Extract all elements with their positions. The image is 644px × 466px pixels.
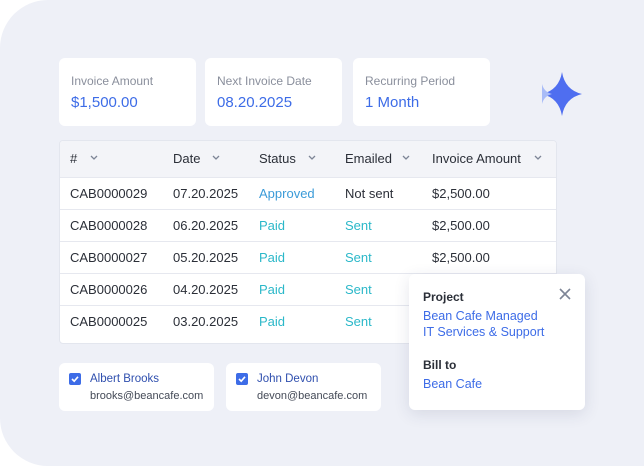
- popup-label: Bill to: [423, 358, 457, 372]
- sort-icon[interactable]: [534, 155, 542, 161]
- checkbox[interactable]: [236, 373, 248, 385]
- invoice-id: CAB0000029: [70, 186, 148, 201]
- status: Paid: [259, 282, 286, 297]
- date: 06.20.2025: [173, 218, 239, 233]
- stat-card: Recurring Period 1 Month: [353, 58, 490, 126]
- column-header[interactable]: Emailed: [345, 151, 392, 166]
- header-row: # Date Status Emailed Invoice Amount: [60, 141, 556, 177]
- invoice-id: CAB0000028: [70, 218, 148, 233]
- contact-email: brooks@beancafe.com: [90, 390, 204, 402]
- bill-to-value[interactable]: Bean Cafe: [423, 377, 483, 391]
- invoice-table: # Date Status Emailed Invoice Amount CAB…: [59, 140, 557, 344]
- sort-icon[interactable]: [308, 155, 316, 161]
- contact-name: John Devon: [257, 373, 319, 385]
- date: 03.20.2025: [173, 314, 239, 329]
- emailed: Sent: [345, 218, 372, 233]
- stat-card: Invoice Amount $1,500.00: [59, 58, 196, 126]
- contact-card[interactable]: Albert Brooks brooks@beancafe.com: [59, 363, 214, 411]
- status: Paid: [259, 314, 286, 329]
- invoice-id: CAB0000026: [70, 282, 148, 297]
- stat-value: 08.20.2025: [217, 94, 293, 111]
- column-header[interactable]: #: [70, 151, 78, 166]
- sort-icon[interactable]: [212, 155, 220, 161]
- stat-value: 1 Month: [365, 94, 420, 111]
- popup-label: Project: [423, 290, 464, 304]
- sort-icon[interactable]: [402, 155, 410, 161]
- project-line[interactable]: Bean Cafe Managed: [423, 309, 538, 323]
- status: Approved: [259, 186, 315, 201]
- emailed: Sent: [345, 314, 372, 329]
- detail-popup: Project Bean Cafe Managed IT Services & …: [409, 274, 585, 410]
- project-line[interactable]: IT Services & Support: [423, 325, 545, 339]
- stat-card: Next Invoice Date 08.20.2025: [205, 58, 342, 126]
- table-row[interactable]: CAB0000026 04.20.2025 Paid Sent: [60, 273, 556, 306]
- contact-email: devon@beancafe.com: [257, 390, 368, 402]
- table-row[interactable]: CAB0000025 03.20.2025 Paid Sent: [60, 305, 556, 338]
- column-header[interactable]: Invoice Amount: [432, 151, 521, 166]
- date: 07.20.2025: [173, 186, 239, 201]
- date: 04.20.2025: [173, 282, 239, 297]
- stat-label: Recurring Period: [365, 74, 456, 88]
- checkbox[interactable]: [69, 373, 81, 385]
- amount: $2,500.00: [432, 250, 490, 265]
- table-row[interactable]: CAB0000028 06.20.2025 Paid Sent $2,500.0…: [60, 209, 556, 242]
- amount: $2,500.00: [432, 218, 490, 233]
- status: Paid: [259, 250, 286, 265]
- date: 05.20.2025: [173, 250, 239, 265]
- invoice-id: CAB0000025: [70, 314, 148, 329]
- emailed: Not sent: [345, 186, 394, 201]
- table-row[interactable]: CAB0000027 05.20.2025 Paid Sent $2,500.0…: [60, 241, 556, 274]
- contact-name: Albert Brooks: [90, 373, 160, 385]
- column-header[interactable]: Date: [173, 151, 201, 166]
- amount: $2,500.00: [432, 186, 490, 201]
- invoice-id: CAB0000027: [70, 250, 148, 265]
- emailed: Sent: [345, 282, 372, 297]
- sparkle-icon: [542, 72, 582, 116]
- contact-card[interactable]: John Devon devon@beancafe.com: [226, 363, 381, 411]
- close-button[interactable]: [559, 288, 571, 300]
- stat-label: Invoice Amount: [71, 74, 154, 88]
- stat-label: Next Invoice Date: [217, 74, 312, 88]
- column-header[interactable]: Status: [259, 151, 296, 166]
- sort-icon[interactable]: [90, 155, 98, 161]
- stat-value: $1,500.00: [71, 94, 138, 111]
- status: Paid: [259, 218, 286, 233]
- emailed: Sent: [345, 250, 372, 265]
- table-row[interactable]: CAB0000029 07.20.2025 Approved Not sent …: [60, 177, 556, 210]
